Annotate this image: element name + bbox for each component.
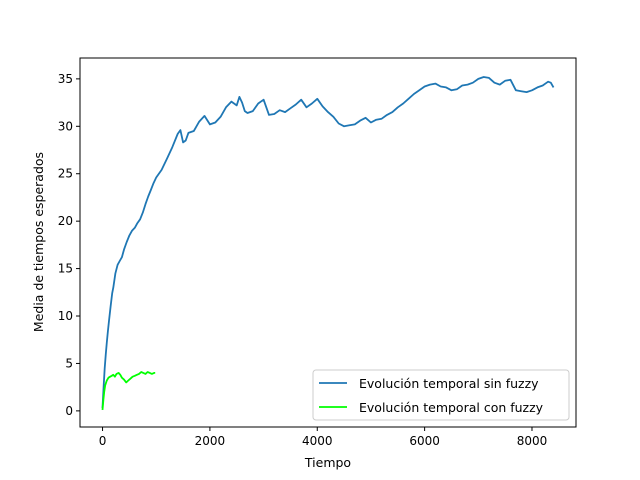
x-tick-label: 8000 [517, 434, 548, 448]
x-tick-label: 0 [99, 434, 107, 448]
legend-label-sin-fuzzy: Evolución temporal sin fuzzy [359, 376, 539, 391]
x-tick-label: 4000 [302, 434, 333, 448]
x-tick-label: 6000 [409, 434, 440, 448]
series-line-1 [101, 371, 156, 410]
x-tick-label: 2000 [195, 434, 226, 448]
axes-frame [79, 57, 577, 428]
y-tick-label: 30 [58, 119, 73, 133]
axis-ticks: 0 2000 4000 6000 8000 0 5 10 15 20 25 30 35 [58, 72, 548, 448]
y-tick-label: 0 [65, 404, 73, 418]
y-axis-label: Media de tiempos esperados [31, 152, 46, 332]
y-tick-label: 5 [65, 356, 73, 370]
series-line-0 [101, 76, 555, 409]
plot-area [101, 76, 555, 410]
x-axis-label: Tiempo [304, 455, 351, 470]
y-tick-label: 25 [58, 167, 73, 181]
legend-label-con-fuzzy: Evolución temporal con fuzzy [359, 400, 544, 415]
y-tick-label: 10 [58, 309, 73, 323]
legend-box [312, 369, 570, 421]
y-tick-label: 15 [58, 262, 73, 276]
y-tick-label: 20 [58, 214, 73, 228]
y-tick-label: 35 [58, 72, 73, 86]
legend: Evolución temporal sin fuzzy Evolución t… [312, 369, 570, 421]
